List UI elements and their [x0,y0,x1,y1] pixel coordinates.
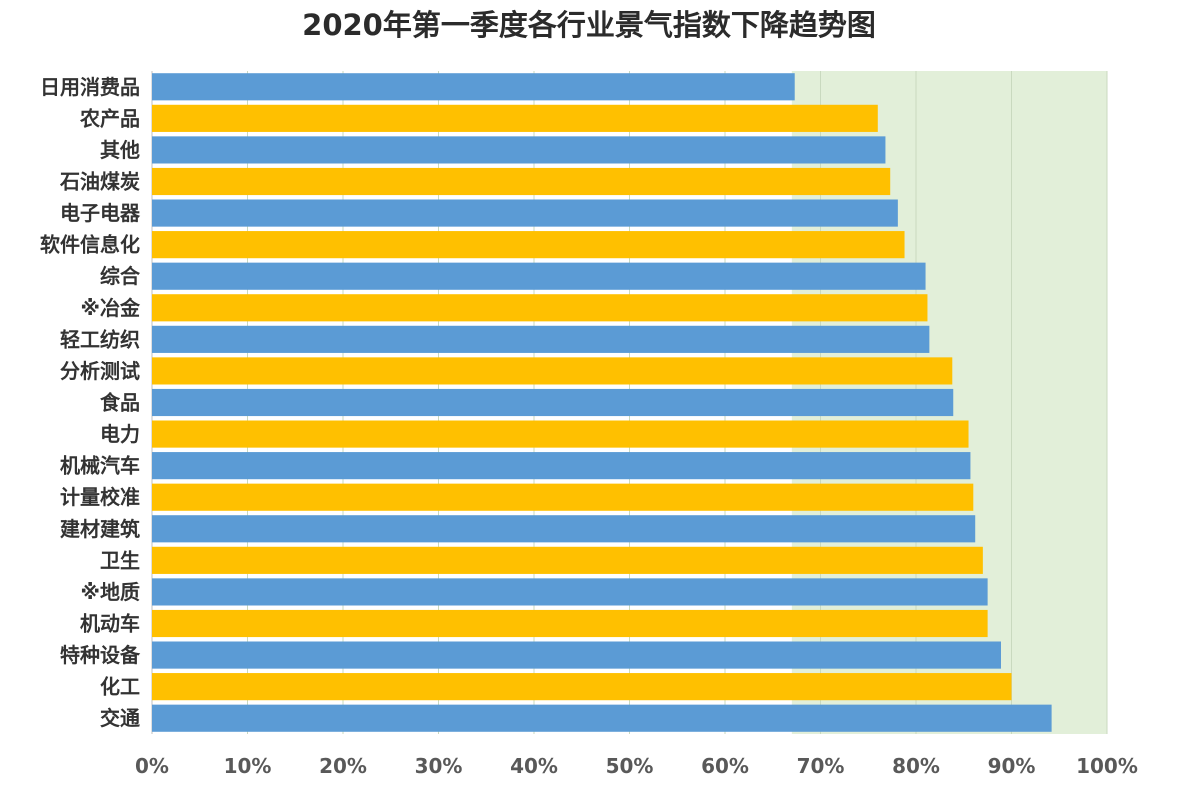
category-label: 轻工纺织 [60,327,140,351]
bar [152,357,953,385]
bar [152,704,1052,732]
bar [152,325,930,353]
category-label: 特种设备 [60,643,141,667]
x-tick-label: 0% [135,754,169,778]
chart-title: 2020年第一季度各行业景气指数下降趋势图 [302,8,876,42]
x-tick-label: 80% [892,754,940,778]
bar [152,231,905,259]
x-tick-label: 10% [224,754,272,778]
x-tick-label: 40% [510,754,558,778]
bar [152,136,886,164]
bar [152,104,878,132]
category-label: 计量校准 [60,485,140,509]
category-label: 分析测试 [60,359,140,383]
category-label: 农产品 [79,106,140,130]
category-label: 综合 [100,264,141,288]
category-label: ※冶金 [81,296,141,320]
x-tick-label: 100% [1076,754,1138,778]
category-label: 机械汽车 [60,454,140,478]
bar [152,167,891,196]
category-label: 化工 [100,675,140,699]
category-label: 机动车 [80,612,140,636]
category-label: 其他 [100,138,140,162]
category-label: 卫生 [100,548,140,572]
x-tick-label: 50% [606,754,654,778]
category-label: 日用消费品 [40,75,140,99]
bar [152,673,1012,701]
category-label: 食品 [100,391,140,415]
bar [152,452,971,480]
bar [152,641,1001,669]
bar [152,388,954,417]
bar [152,483,974,511]
category-label: 建材建筑 [60,517,140,541]
bar [152,199,898,227]
x-tick-label: 30% [415,754,463,778]
category-label: 交通 [100,706,140,730]
category-label: 电子电器 [60,201,141,225]
x-tick-label: 90% [988,754,1036,778]
bar [152,294,928,322]
bar [152,73,795,101]
x-tick-label: 60% [701,754,749,778]
category-label: 电力 [100,422,140,446]
category-label: ※地质 [81,580,140,604]
x-tick-label: 70% [797,754,845,778]
bar [152,420,969,448]
bar [152,262,926,290]
bar [152,546,983,574]
category-label: 软件信息化 [40,233,140,257]
category-label: 石油煤炭 [59,170,140,194]
bar [152,609,988,638]
x-tick-label: 20% [319,754,367,778]
bar [152,578,988,606]
bar [152,515,976,543]
